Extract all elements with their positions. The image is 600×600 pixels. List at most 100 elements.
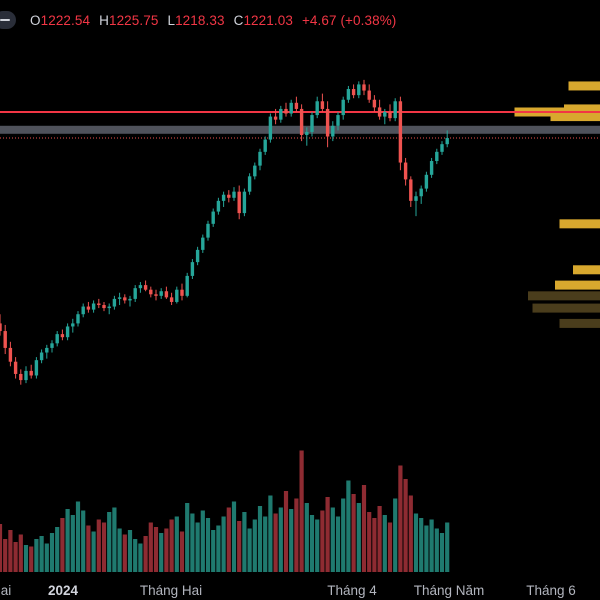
candle-body: [117, 297, 122, 299]
candle: [34, 357, 39, 379]
candle: [445, 130, 449, 148]
candle-body: [242, 191, 247, 214]
candle: [263, 136, 267, 155]
candle: [435, 148, 439, 165]
candle-body: [81, 306, 85, 315]
candle: [8, 341, 13, 367]
volume-bar: [315, 519, 320, 572]
candle-body: [206, 223, 210, 238]
candle-body: [398, 101, 403, 163]
close-label: C: [233, 12, 244, 28]
candle-body: [258, 151, 262, 166]
volume-bar: [127, 530, 133, 572]
open-value: 1222.54: [40, 12, 91, 28]
volume-bar: [231, 501, 237, 572]
x-label-partial: ai: [0, 583, 12, 598]
volume-bar: [55, 527, 60, 572]
collapse-legend-button[interactable]: [0, 11, 16, 29]
candle-body: [180, 289, 184, 296]
candle-body: [377, 107, 382, 117]
candle: [201, 234, 205, 253]
candle: [19, 369, 23, 385]
volume-bar: [403, 479, 408, 572]
volume-profile: [514, 81, 600, 328]
candle-body: [336, 115, 340, 126]
candle: [3, 324, 7, 355]
volume-profile-bar: [532, 303, 600, 313]
candle-body: [102, 305, 106, 309]
candle-body: [13, 361, 18, 374]
candle: [50, 340, 54, 353]
candle-body: [383, 112, 387, 117]
candle-body: [50, 343, 54, 348]
candle-body: [388, 112, 392, 119]
candle-body: [294, 102, 299, 109]
volume-bar: [29, 546, 34, 572]
volume-bar: [216, 525, 221, 572]
candle-body: [39, 352, 44, 361]
volume-bar: [200, 510, 205, 572]
candle: [331, 121, 335, 142]
volume-bar: [351, 494, 356, 572]
x-label-thang-hai: Tháng Hai: [139, 583, 203, 598]
volume-bar: [3, 539, 8, 572]
volume-bar: [75, 501, 81, 572]
candle: [357, 81, 361, 99]
volume-bar: [91, 531, 96, 572]
candle: [341, 96, 345, 120]
candle-body: [341, 99, 345, 116]
volume-bar: [419, 518, 424, 572]
candle-body: [133, 288, 137, 299]
volume-bar: [341, 498, 346, 572]
volume-profile-bar: [573, 265, 600, 275]
candle-body: [216, 200, 221, 212]
candle-body: [393, 101, 397, 119]
candle: [211, 208, 215, 227]
volume-bar: [429, 519, 434, 572]
candle-body: [372, 99, 377, 108]
candle: [112, 295, 117, 310]
candle: [320, 93, 325, 112]
change-value: +4.67 (+0.38%): [301, 12, 397, 28]
candle: [284, 102, 288, 117]
candlesticks: [0, 79, 449, 385]
candle-body: [346, 89, 351, 100]
candle-body: [320, 101, 325, 109]
volume-bar: [299, 450, 304, 572]
candle: [216, 197, 221, 215]
candle-body: [29, 370, 33, 376]
candle-body: [237, 191, 241, 214]
volume-bar: [70, 515, 75, 572]
volume-bar: [257, 506, 263, 572]
volume-bar: [320, 510, 325, 572]
candle: [180, 283, 184, 301]
candle: [310, 112, 314, 137]
candle: [372, 95, 377, 112]
candle: [424, 171, 429, 192]
candle: [76, 311, 80, 327]
candle-body: [24, 370, 28, 381]
candle: [60, 329, 65, 341]
candle-body: [175, 289, 179, 302]
volume-bar: [278, 507, 283, 572]
volume-bar: [325, 497, 330, 572]
candle: [362, 79, 366, 96]
volume-bar: [221, 516, 226, 572]
volume-bar: [346, 480, 351, 572]
candle-body: [247, 176, 252, 192]
volume-bar: [101, 522, 107, 572]
volume-bar: [408, 495, 413, 572]
candle: [164, 286, 169, 299]
candle-body: [315, 101, 319, 116]
volume-bar: [39, 536, 44, 572]
time-axis[interactable]: ai 2024 Tháng Hai Tháng 4 Tháng Năm Thán…: [0, 577, 600, 600]
candle-body: [409, 179, 413, 201]
volume-bar: [367, 512, 372, 572]
candle-body: [185, 275, 189, 296]
volume-bar: [122, 534, 127, 572]
volume-bar: [8, 530, 13, 572]
candle: [133, 285, 137, 302]
candle-body: [419, 188, 423, 197]
volume-bar: [133, 539, 138, 572]
